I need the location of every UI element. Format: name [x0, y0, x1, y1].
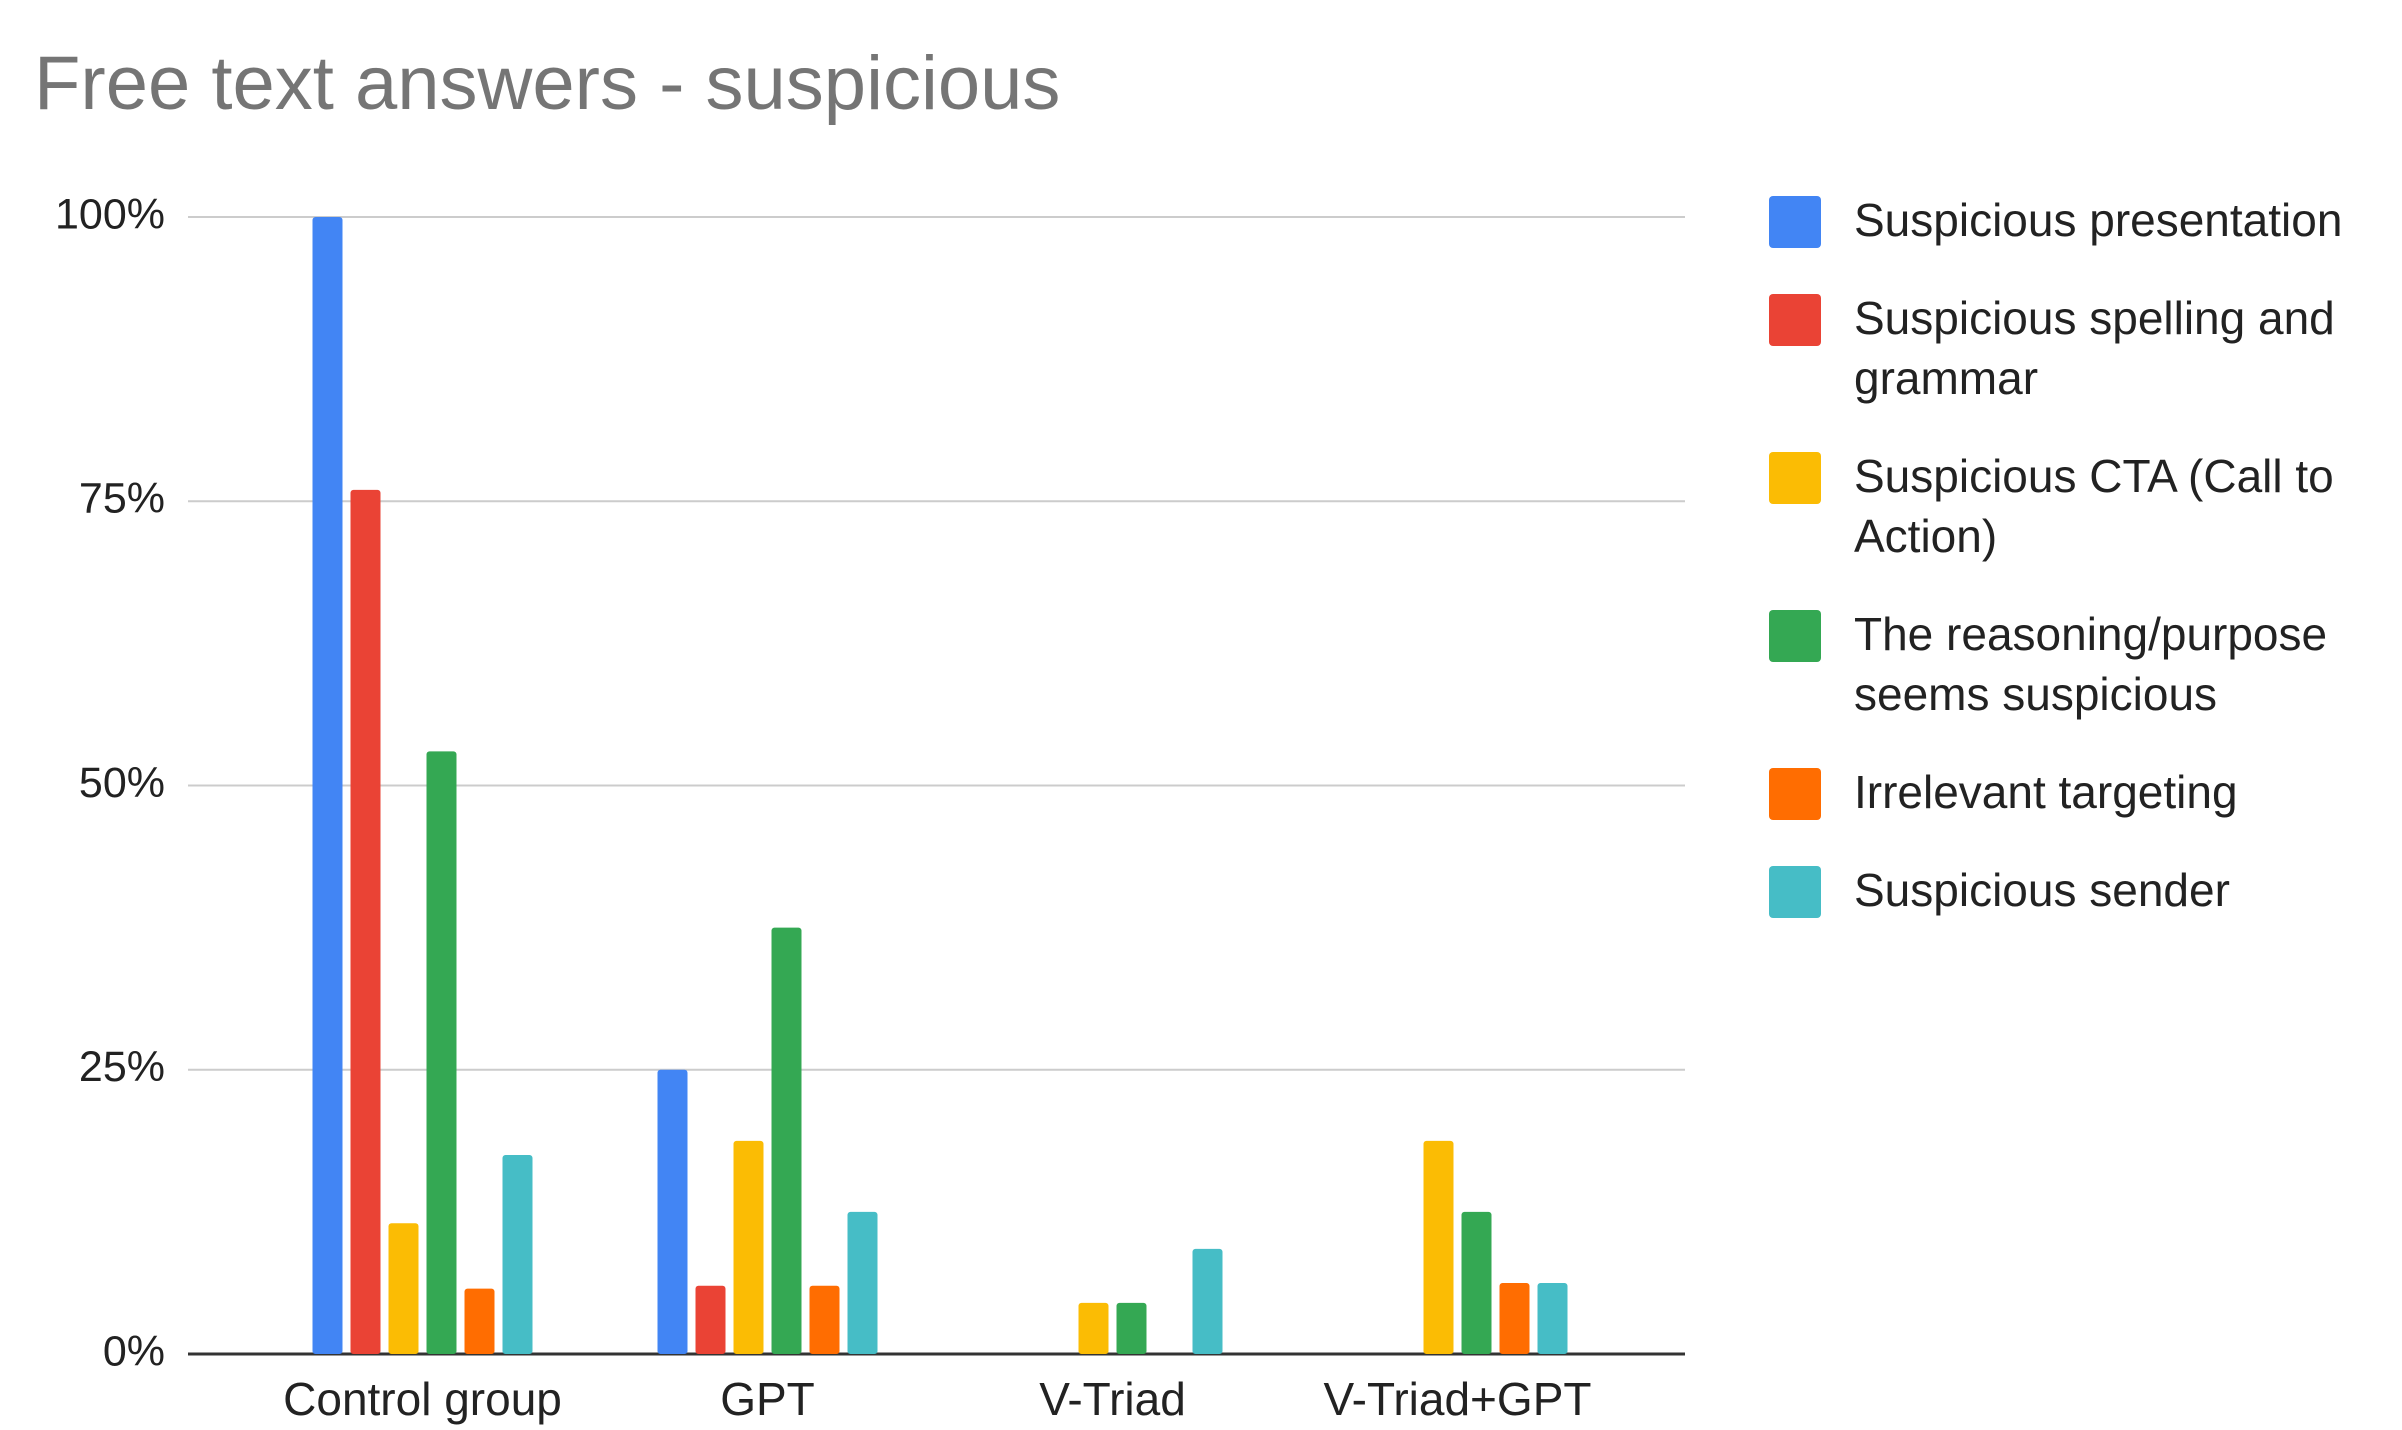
legend: Suspicious presentation Suspicious spelli…	[1769, 190, 2399, 958]
x-tick-label: GPT	[720, 1373, 815, 1425]
bar	[1078, 1302, 1109, 1354]
legend-label: Suspicious sender	[1854, 864, 2230, 916]
x-tick-label: V-Triad	[1039, 1373, 1186, 1425]
bar	[350, 489, 381, 1354]
legend-swatch	[1769, 452, 1821, 504]
bar	[847, 1211, 878, 1354]
legend-label: Suspicious spelling and grammar	[1854, 292, 2335, 404]
bar	[1116, 1302, 1147, 1354]
legend-swatch	[1769, 866, 1821, 918]
bar	[1537, 1282, 1568, 1354]
legend-label: Suspicious CTA (Call to Action)	[1854, 450, 2334, 562]
bar	[771, 927, 802, 1354]
bar	[464, 1288, 495, 1354]
legend-item: Suspicious sender	[1769, 860, 2399, 920]
y-tick-label: 100%	[55, 190, 165, 238]
bar	[1192, 1248, 1223, 1354]
chart-title: Free text answers - suspicious	[34, 41, 1060, 126]
y-tick-label: 50%	[79, 759, 165, 807]
x-tick-label: V-Triad+GPT	[1324, 1373, 1592, 1425]
legend-label: Suspicious presentation	[1854, 194, 2343, 246]
y-tick-label: 75%	[79, 475, 165, 523]
legend-swatch	[1769, 768, 1821, 820]
bar	[312, 217, 343, 1354]
legend-item: Suspicious presentation	[1769, 190, 2399, 250]
bar	[657, 1069, 688, 1354]
bar	[809, 1285, 840, 1354]
y-tick-label: 0%	[103, 1327, 165, 1375]
legend-item: Irrelevant targeting	[1769, 762, 2399, 822]
legend-label: The reasoning/purpose seems suspicious	[1854, 608, 2328, 720]
bar	[502, 1155, 533, 1354]
legend-swatch	[1769, 294, 1821, 346]
y-tick-label: 25%	[79, 1043, 165, 1091]
legend-label: Irrelevant targeting	[1854, 766, 2238, 818]
bar	[733, 1140, 764, 1354]
legend-swatch	[1769, 610, 1821, 662]
bar	[426, 751, 457, 1354]
legend-swatch	[1769, 196, 1821, 248]
legend-item: Suspicious spelling and grammar	[1769, 288, 2399, 408]
legend-item: The reasoning/purpose seems suspicious	[1769, 604, 2399, 724]
legend-item: Suspicious CTA (Call to Action)	[1769, 446, 2399, 566]
bar	[1423, 1140, 1454, 1354]
bar	[1461, 1211, 1492, 1354]
bar	[695, 1285, 726, 1354]
bar	[1499, 1282, 1530, 1354]
x-tick-label: Control group	[283, 1373, 562, 1425]
bar	[388, 1223, 419, 1354]
